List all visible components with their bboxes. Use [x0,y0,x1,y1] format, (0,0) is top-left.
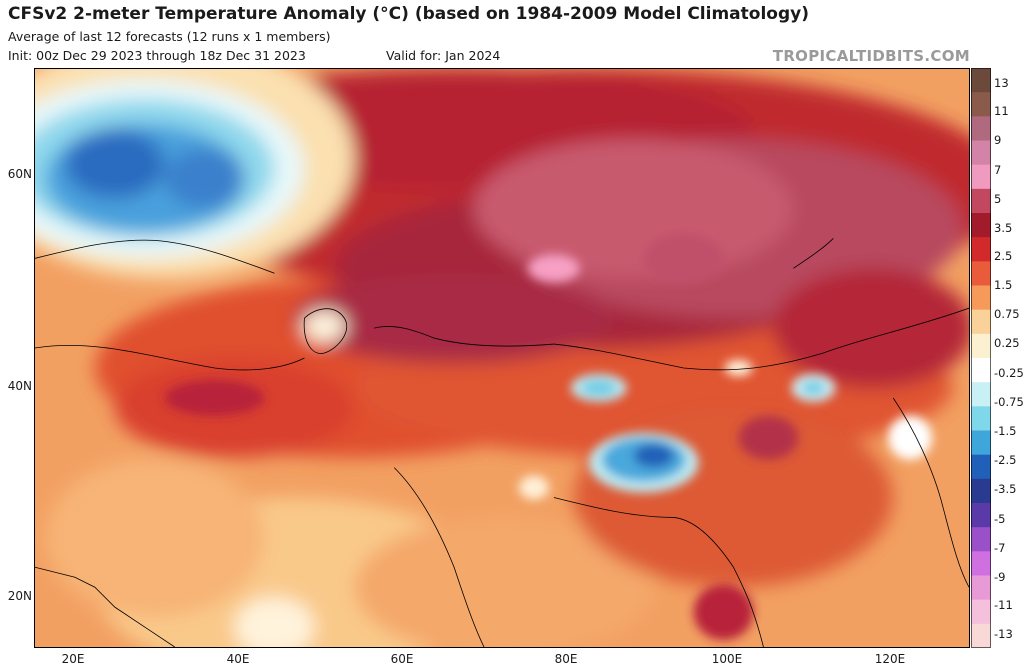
colorbar-swatch [971,213,991,238]
colorbar-label: 1.5 [994,278,1013,292]
colorbar-swatch [971,358,991,383]
colorbar [971,68,991,648]
init-time: Init: 00z Dec 29 2023 through 18z Dec 31… [8,48,306,63]
colorbar-swatch [971,430,991,456]
colorbar-label: -9 [994,570,1006,584]
colorbar-label: -0.25 [994,366,1024,380]
colorbar-label: 0.25 [994,336,1020,350]
colorbar-swatch [971,406,991,431]
lat-label-60n: 60N [7,167,32,181]
colorbar-swatch [971,527,991,552]
map-subtitle: Average of last 12 forecasts (12 runs x … [8,29,331,44]
lat-label-20n: 20N [7,589,32,603]
colorbar-swatch [971,92,991,117]
colorbar-label: 3.5 [994,221,1013,235]
colorbar-swatch [971,285,991,311]
colorbar-swatch [971,599,991,625]
colorbar-label: -0.75 [994,395,1024,409]
colorbar-label: 5 [994,192,1002,206]
colorbar-swatch [971,478,991,504]
colorbar-label: -5 [994,512,1006,526]
lon-label-100e: 100E [711,652,743,666]
colorbar-label: 0.75 [994,307,1020,321]
colorbar-label: 11 [994,104,1009,118]
brand-watermark: TROPICALTIDBITS.COM [772,47,970,65]
colorbar-label: 2.5 [994,249,1013,263]
colorbar-swatch [971,237,991,262]
colorbar-swatch [971,454,991,480]
colorbar-swatch [971,188,991,214]
colorbar-label: -1.5 [994,424,1017,438]
lon-label-40e: 40E [226,652,250,666]
colorbar-label: 9 [994,133,1002,147]
colorbar-label: -3.5 [994,482,1017,496]
colorbar-label: -11 [994,598,1013,612]
colorbar-label: -7 [994,541,1006,555]
colorbar-label: 13 [994,76,1009,90]
map-title: CFSv2 2-meter Temperature Anomaly (°C) (… [8,4,809,24]
colorbar-swatch [971,309,991,335]
colorbar-swatch [971,551,991,576]
lon-label-20e: 20E [61,652,85,666]
colorbar-label: 7 [994,163,1002,177]
colorbar-label: -13 [994,627,1013,641]
colorbar-swatch [971,68,991,93]
lon-label-120e: 120E [874,652,906,666]
colorbar-swatch [971,503,991,528]
colorbar-swatch [971,164,991,190]
colorbar-swatch [971,116,991,141]
lon-label-60e: 60E [390,652,414,666]
colorbar-border [971,68,991,648]
lat-label-40n: 40N [7,379,32,393]
valid-time: Valid for: Jan 2024 [386,48,501,63]
colorbar-swatch [971,261,991,286]
lon-label-80e: 80E [554,652,578,666]
colorbar-swatch [971,623,991,648]
colorbar-swatch [971,140,991,166]
colorbar-swatch [971,333,991,359]
anomaly-map [34,68,970,648]
colorbar-swatch [971,382,991,407]
colorbar-swatch [971,575,991,601]
colorbar-label: -2.5 [994,453,1017,467]
